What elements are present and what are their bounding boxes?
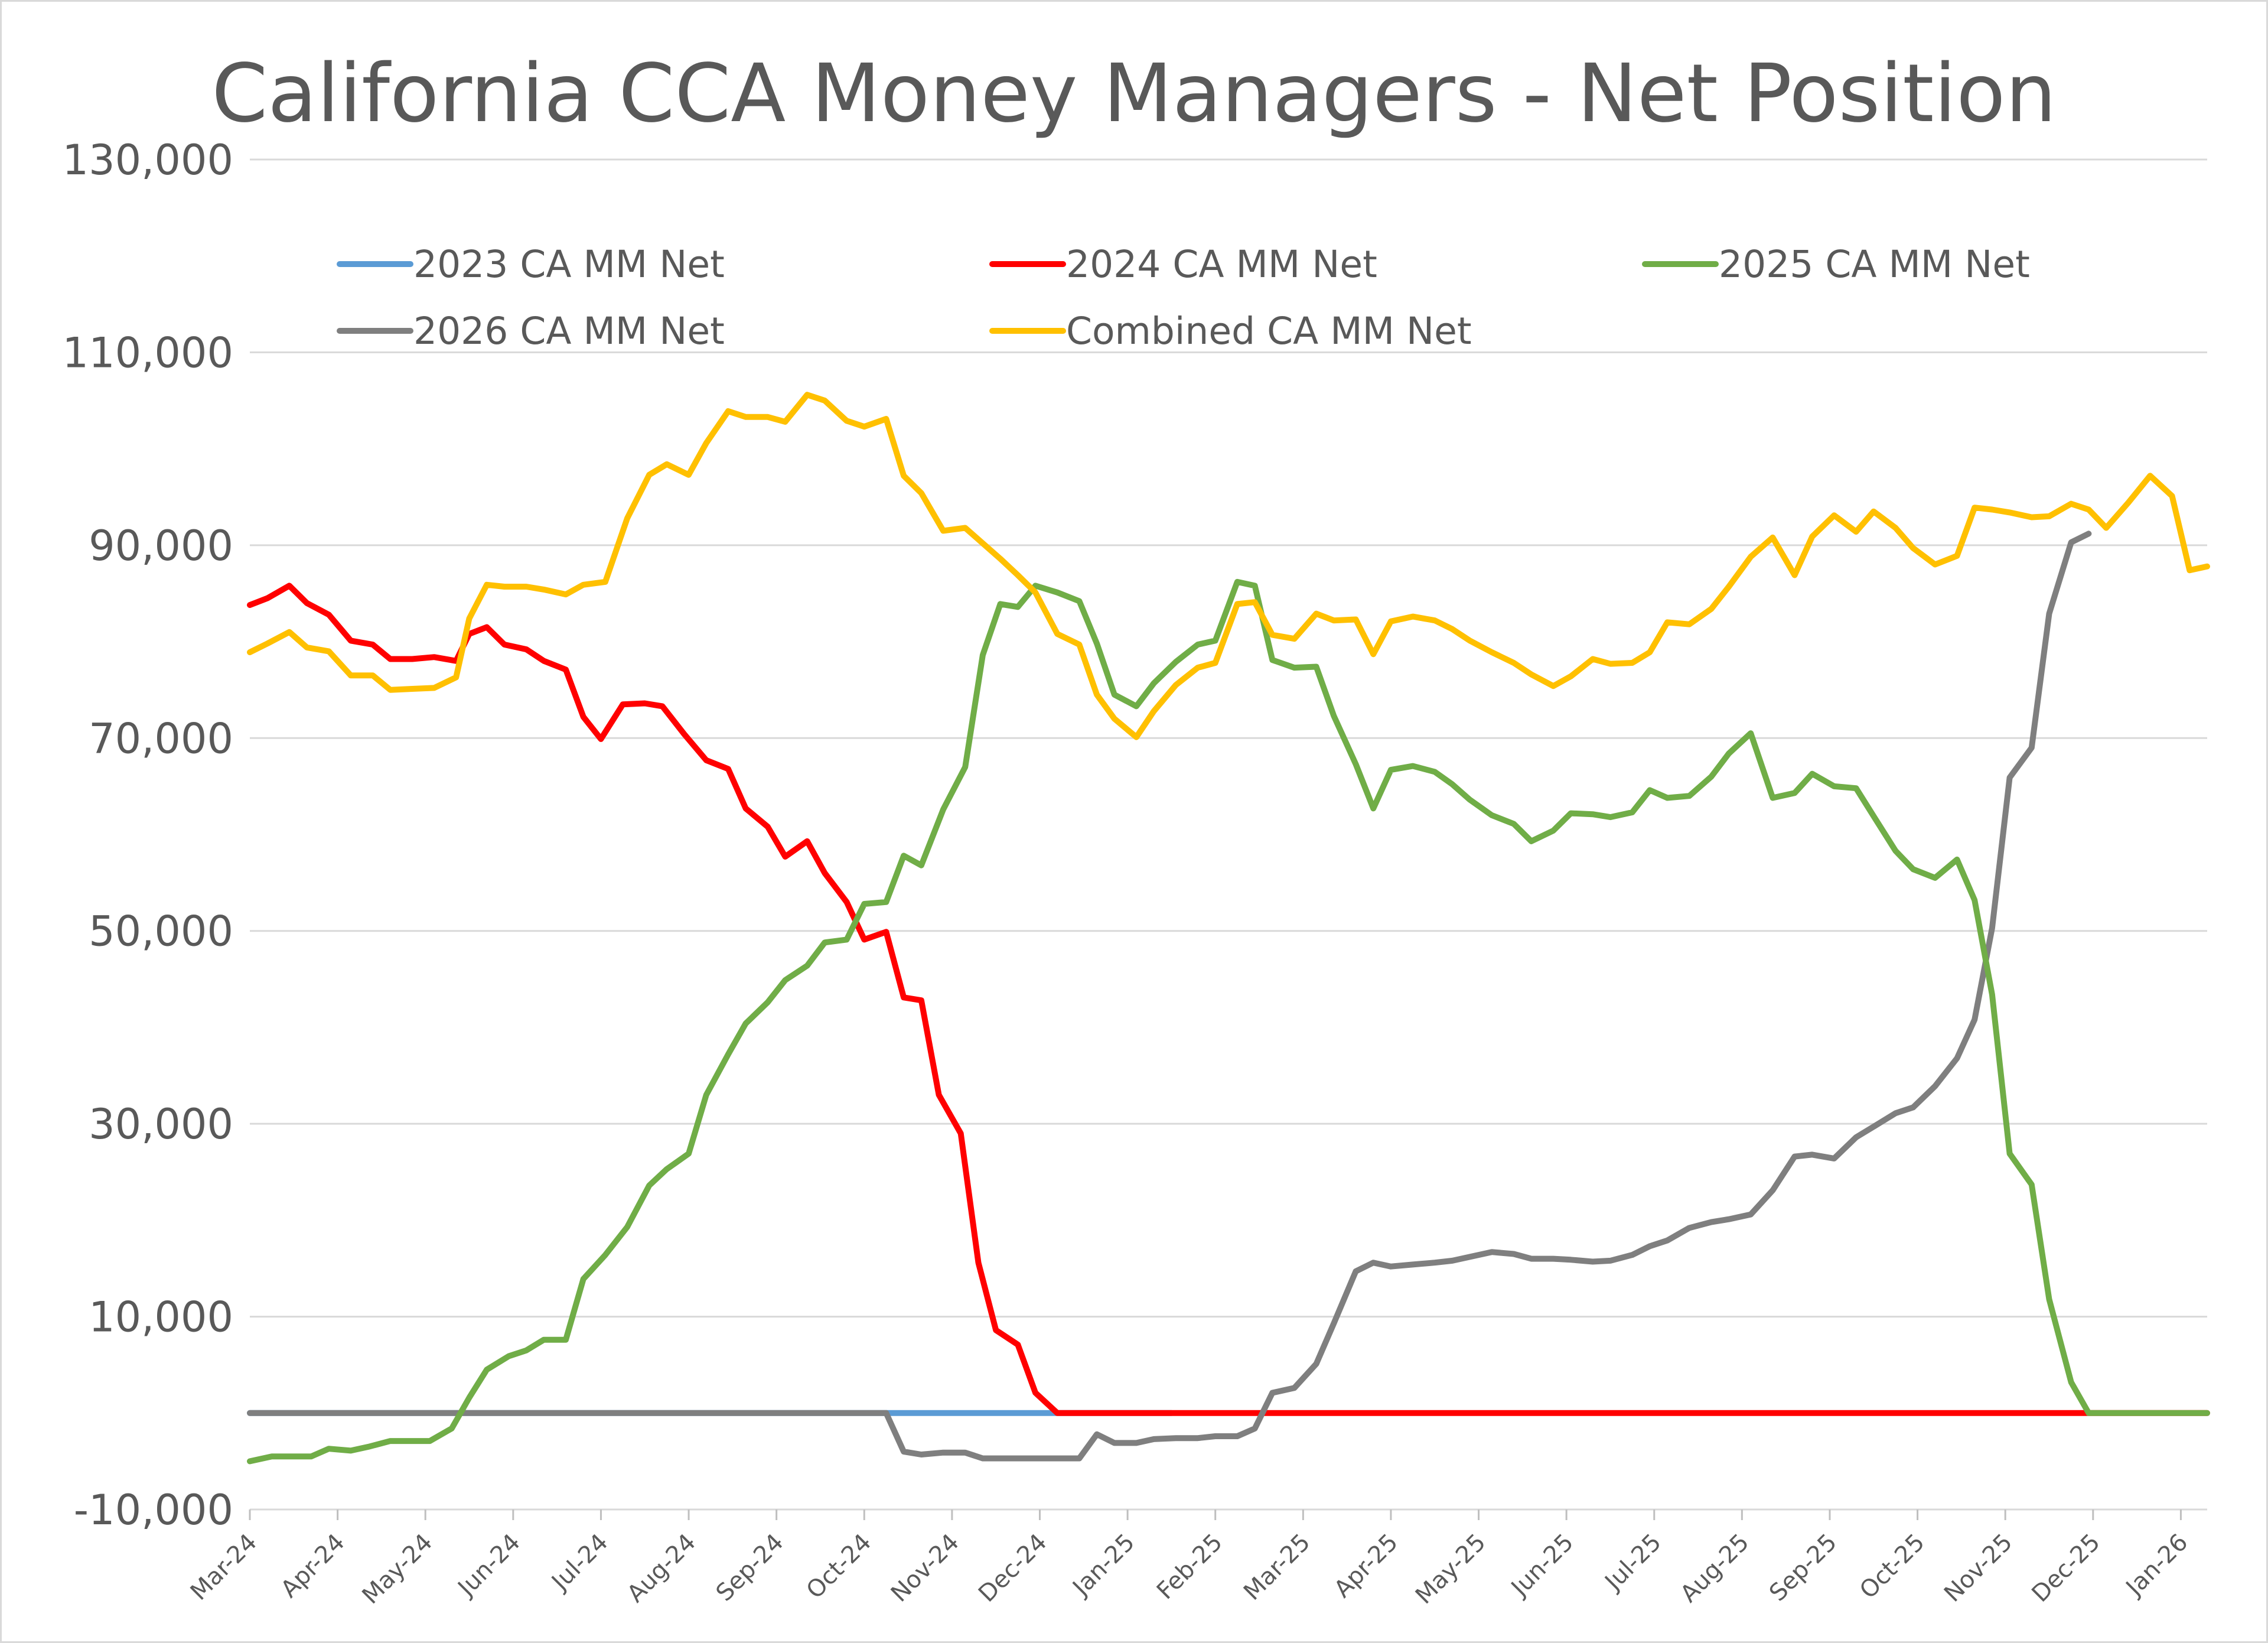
legend-label-2026-ca-mm-net: 2026 CA MM Net	[413, 310, 725, 353]
x-tick-label: May-24	[357, 1529, 438, 1610]
x-tick-label: Jan-25	[1067, 1529, 1140, 1602]
x-tick-label: Nov-25	[1939, 1529, 2018, 1608]
series-line-2024-ca-mm-net	[247, 583, 2210, 1416]
x-tick-label: May-25	[1410, 1529, 1491, 1610]
x-axis-ticks: Mar-24 Apr-24 May-24 Jun-24 Jul-24 Aug-24 Sep-…	[185, 1509, 2193, 1610]
x-tick-label: Dec-24	[973, 1529, 1052, 1608]
legend-label-2024-ca-mm-net: 2024 CA MM Net	[1066, 243, 1377, 286]
x-tick-label: Nov-24	[886, 1529, 964, 1608]
x-tick-label: Aug-24	[622, 1529, 701, 1608]
x-tick-label: Sep-25	[1764, 1529, 1842, 1607]
series-line-2025-ca-mm-net	[247, 578, 2210, 1465]
x-tick-label: Jun-25	[1505, 1529, 1579, 1603]
x-tick-label: Dec-25	[2026, 1529, 2105, 1608]
x-tick-label: Jan-26	[2120, 1529, 2193, 1602]
x-tick-label: Oct-24	[801, 1529, 877, 1605]
y-tick-label: 10,000	[89, 1293, 233, 1342]
y-tick-label: 30,000	[89, 1100, 233, 1149]
series-line-combined-ca-mm-net	[247, 392, 2210, 740]
x-tick-label: Sep-24	[711, 1529, 789, 1607]
gridlines	[250, 158, 2207, 1511]
legend-label-2023-ca-mm-net: 2023 CA MM Net	[413, 243, 725, 286]
x-tick-label: Jul-24	[546, 1529, 614, 1597]
legend-label-2025-ca-mm-net: 2025 CA MM Net	[1719, 243, 2030, 286]
series-line-2026-ca-mm-net	[247, 531, 2092, 1462]
y-tick-label: 70,000	[89, 714, 233, 763]
x-tick-label: Mar-24	[185, 1529, 262, 1606]
x-tick-label: Oct-25	[1855, 1529, 1930, 1605]
chart-title: California CCA Money Managers - Net Posi…	[211, 47, 2057, 141]
legend: 2023 CA MM Net 2024 CA MM Net 2025 CA MM N…	[337, 243, 2030, 353]
y-tick-label: 90,000	[89, 522, 233, 570]
x-tick-label: Apr-25	[1329, 1529, 1403, 1603]
x-tick-label: Aug-25	[1675, 1529, 1754, 1608]
y-tick-label: 130,000	[63, 136, 233, 184]
legend-label-combined-ca-mm-net: Combined CA MM Net	[1066, 310, 1472, 353]
x-tick-label: Apr-24	[276, 1529, 350, 1603]
y-tick-label: 110,000	[63, 328, 233, 377]
series-lines	[247, 392, 2210, 1465]
x-tick-label: Jul-25	[1599, 1529, 1667, 1597]
y-tick-label: 50,000	[89, 907, 233, 956]
y-tick-label: -10,000	[74, 1486, 233, 1534]
y-axis-ticks: -10,000 10,000 30,000 50,000 70,000 90,000 110…	[63, 136, 233, 1534]
x-tick-label: Jun-24	[452, 1529, 526, 1603]
x-tick-label: Mar-25	[1239, 1529, 1315, 1606]
x-tick-label: Feb-25	[1152, 1529, 1228, 1605]
